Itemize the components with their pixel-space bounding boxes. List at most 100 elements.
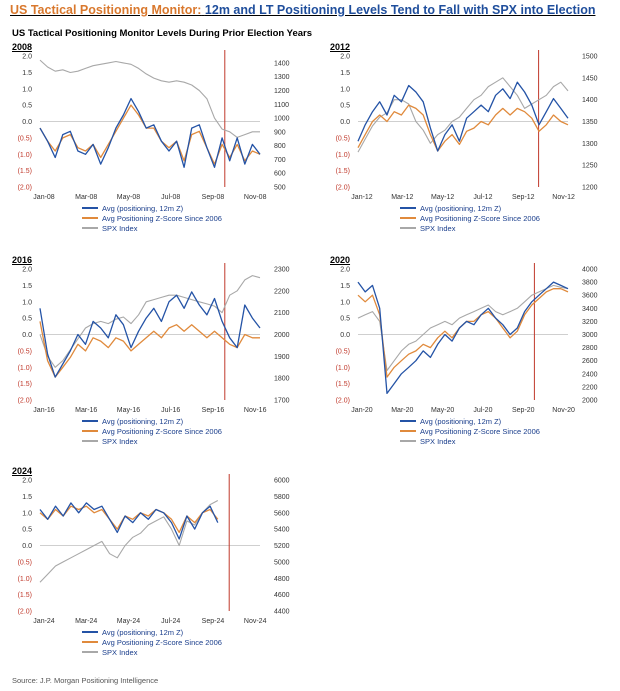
chart-2016-legend: Avg (positioning, 12m Z) Avg Positioning … bbox=[82, 416, 222, 446]
chart-2016-left-tick-label: 0.0 bbox=[22, 332, 32, 339]
chart-2012-x-tick-label: Jul-12 bbox=[473, 194, 492, 201]
chart-2012-x-tick-label: Mar-12 bbox=[391, 194, 413, 201]
chart-2016-right-tick-label: 2000 bbox=[274, 332, 290, 339]
chart-2012-left-tick-label: (1.0) bbox=[336, 152, 350, 159]
chart-2012-legend-label: SPX Index bbox=[420, 223, 456, 233]
chart-2008-left-tick-label: (1.0) bbox=[18, 152, 32, 159]
chart-2008-right-tick-label: 1400 bbox=[274, 60, 290, 67]
chart-2012-left-tick-label: (2.0) bbox=[336, 185, 350, 192]
chart-2020-left-tick-label: (1.5) bbox=[336, 381, 350, 388]
chart-2012-series-avg-line bbox=[357, 81, 569, 152]
chart-2024-right-tick-label: 5400 bbox=[274, 527, 290, 534]
chart-2024-right-tick-label: 5200 bbox=[274, 543, 290, 550]
chart-2012-x-tick-label: May-12 bbox=[431, 194, 454, 201]
chart-2012-right-tick-label: 1350 bbox=[582, 119, 598, 126]
chart-2016-right-tick-label: 1900 bbox=[274, 354, 290, 361]
chart-2008-left-tick-label: (2.0) bbox=[18, 185, 32, 192]
chart-2020-left-tick-label: 0.0 bbox=[340, 332, 350, 339]
chart-2024-x-tick-label: May-24 bbox=[117, 618, 140, 625]
chart-2016-left-tick-label: 1.5 bbox=[22, 283, 32, 290]
chart-2008-legend-swatch bbox=[82, 227, 98, 229]
chart-subtitle: US Tactical Positioning Monitor Levels D… bbox=[12, 28, 313, 39]
chart-2024-right-tick-label: 5000 bbox=[274, 559, 290, 566]
chart-2024-left-tick-label: 1.5 bbox=[22, 494, 32, 501]
chart-2008-legend-entry: SPX Index bbox=[82, 223, 222, 233]
chart-2020-series-ltz-line bbox=[357, 288, 569, 378]
chart-2016-x-tick-label: Sep-16 bbox=[202, 407, 225, 414]
chart-2016-year-label: 2016 bbox=[12, 255, 33, 265]
chart-2024-x-tick-label: Jul-24 bbox=[161, 618, 180, 625]
chart-2008-legend-label: SPX Index bbox=[102, 223, 138, 233]
chart-2008-legend-entry: Avg Positioning Z-Score Since 2006 bbox=[82, 213, 222, 223]
chart-2012-legend-label: Avg Positioning Z-Score Since 2006 bbox=[420, 213, 540, 223]
chart-2024-series-avg-line bbox=[39, 502, 219, 540]
chart-2024-x-tick-label: Mar-24 bbox=[75, 618, 97, 625]
chart-2024-left-tick-label: (2.0) bbox=[18, 609, 32, 616]
chart-2016-right-tick-label: 2300 bbox=[274, 267, 290, 274]
chart-2016-legend-swatch bbox=[82, 430, 98, 432]
chart-2008-legend-label: Avg Positioning Z-Score Since 2006 bbox=[102, 213, 222, 223]
chart-2016-right-tick-label: 2200 bbox=[274, 288, 290, 295]
chart-2020: 2.0 1.5 1.0 0.5 0.0 (0.5) (1.0) (1.5) (2.0) 4000 3… bbox=[336, 263, 598, 414]
chart-2020-year-label: 2020 bbox=[330, 255, 351, 265]
chart-2024-left-tick-label: 0.5 bbox=[22, 527, 32, 534]
chart-2012-right-tick-label: 1400 bbox=[582, 97, 598, 104]
chart-2020-right-tick-label: 2200 bbox=[582, 384, 598, 391]
chart-2020-series-avg-line bbox=[357, 281, 569, 395]
chart-2012-right-tick-label: 1450 bbox=[582, 75, 598, 82]
chart-2012-right-tick-label: 1200 bbox=[582, 185, 598, 192]
chart-2016-x-tick-label: Jan-16 bbox=[33, 407, 55, 414]
chart-2016-right-tick-label: 1700 bbox=[274, 398, 290, 405]
chart-2016-x-tick-label: May-16 bbox=[117, 407, 140, 414]
chart-2012-right-tick-label: 1300 bbox=[582, 141, 598, 148]
chart-2008-left-tick-label: 2.0 bbox=[22, 54, 32, 61]
chart-2020-left-tick-label: (2.0) bbox=[336, 398, 350, 405]
chart-2012-legend-entry: Avg (positioning, 12m Z) bbox=[400, 203, 540, 213]
chart-2020-legend-swatch bbox=[400, 440, 416, 442]
chart-2016-x-tick-label: Jul-16 bbox=[161, 407, 180, 414]
chart-2020-right-tick-label: 2000 bbox=[582, 398, 598, 405]
chart-2024-series-spx-line bbox=[39, 500, 219, 583]
chart-2020-right-tick-label: 4000 bbox=[582, 267, 598, 274]
chart-2008-x-tick-label: May-08 bbox=[117, 194, 140, 201]
chart-2016-left-tick-label: 2.0 bbox=[22, 267, 32, 274]
chart-2012-legend-entry: SPX Index bbox=[400, 223, 540, 233]
chart-2020-x-tick-label: Jul-20 bbox=[473, 407, 492, 414]
chart-2024-year-label: 2024 bbox=[12, 466, 33, 476]
chart-2012-legend-swatch bbox=[400, 227, 416, 229]
chart-2024-legend-entry: Avg (positioning, 12m Z) bbox=[82, 627, 222, 637]
chart-2020-legend-entry: Avg Positioning Z-Score Since 2006 bbox=[400, 426, 540, 436]
chart-2020-right-tick-label: 2800 bbox=[582, 345, 598, 352]
chart-2020-right-tick-label: 3400 bbox=[582, 306, 598, 313]
chart-2024-legend: Avg (positioning, 12m Z) Avg Positioning … bbox=[82, 627, 222, 657]
chart-2008-series-ltz-line bbox=[39, 104, 261, 165]
chart-2008-right-tick-label: 700 bbox=[274, 157, 286, 164]
chart-2024-legend-swatch bbox=[82, 631, 98, 633]
chart-2012-legend-swatch bbox=[400, 217, 416, 219]
chart-2020-x-tick-label: Sep-20 bbox=[512, 407, 535, 414]
chart-2024-x-tick-label: Jan-24 bbox=[33, 618, 55, 625]
chart-2024-right-tick-label: 5600 bbox=[274, 510, 290, 517]
chart-2020-left-tick-label: 0.5 bbox=[340, 316, 350, 323]
chart-2012-left-tick-label: 0.0 bbox=[340, 119, 350, 126]
chart-2024-left-tick-label: 0.0 bbox=[22, 543, 32, 550]
chart-2020-legend-entry: SPX Index bbox=[400, 436, 540, 446]
chart-2024-x-tick-label: Nov-24 bbox=[244, 618, 267, 625]
chart-2020-x-tick-label: May-20 bbox=[431, 407, 454, 414]
chart-2020-left-tick-label: (1.0) bbox=[336, 365, 350, 372]
chart-2024-right-tick-label: 4600 bbox=[274, 592, 290, 599]
chart-2024-right-tick-label: 4400 bbox=[274, 609, 290, 616]
chart-2020-legend-swatch bbox=[400, 430, 416, 432]
chart-2008: 2.0 1.5 1.0 0.5 0.0 (0.5) (1.0) (1.5) (2.0) 1400 1… bbox=[18, 50, 290, 201]
chart-2020-right-tick-label: 3000 bbox=[582, 332, 598, 339]
chart-2008-left-tick-label: (1.5) bbox=[18, 168, 32, 175]
chart-2020-right-tick-label: 2400 bbox=[582, 371, 598, 378]
chart-2024: 2.0 1.5 1.0 0.5 0.0 (0.5) (1.0) (1.5) (2.0) 6000 5… bbox=[18, 474, 290, 625]
chart-2012-legend-entry: Avg Positioning Z-Score Since 2006 bbox=[400, 213, 540, 223]
chart-2024-right-tick-label: 4800 bbox=[274, 576, 290, 583]
chart-2020-legend-label: SPX Index bbox=[420, 436, 456, 446]
chart-2016-legend-label: SPX Index bbox=[102, 436, 138, 446]
chart-2016-right-tick-label: 2100 bbox=[274, 310, 290, 317]
chart-2024-legend-label: Avg (positioning, 12m Z) bbox=[102, 627, 184, 637]
chart-2008-left-tick-label: 1.5 bbox=[22, 70, 32, 77]
